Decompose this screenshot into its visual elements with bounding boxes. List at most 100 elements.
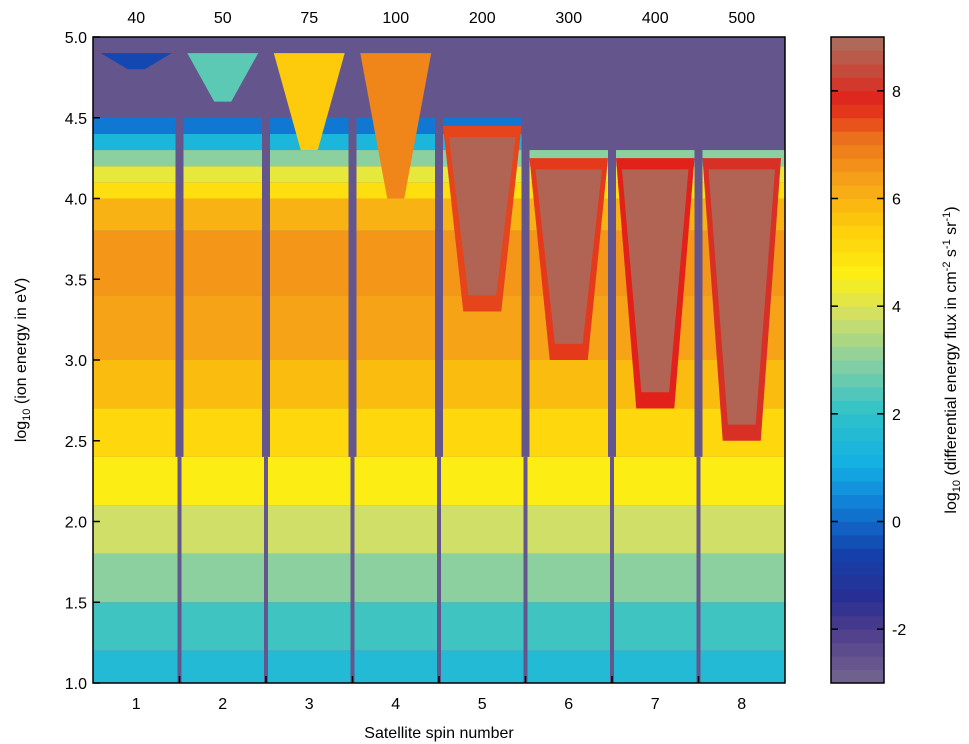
colorbar-segment	[831, 346, 884, 361]
flux-band	[352, 553, 439, 603]
flux-band	[93, 456, 180, 506]
colorbar-segment	[831, 292, 884, 307]
flux-band	[352, 456, 439, 506]
colorbar-label-sup1: -2	[941, 262, 953, 272]
colorbar-segment	[831, 521, 884, 536]
x-tick-label: 3	[305, 696, 314, 713]
flux-band	[525, 650, 612, 683]
flux-band	[93, 295, 180, 360]
x-tick-label: 8	[737, 696, 746, 713]
colorbar-tick-label: 2	[892, 407, 901, 424]
flux-band	[179, 553, 266, 603]
colorbar-segment	[831, 211, 884, 226]
flux-band	[266, 553, 353, 603]
flux-band	[266, 166, 353, 183]
flux-band	[525, 505, 612, 554]
colorbar-segment	[831, 508, 884, 522]
colorbar-segment	[831, 427, 884, 442]
y-tick-label: 1.5	[65, 595, 87, 612]
flux-band	[93, 650, 180, 683]
colorbar-segment	[831, 144, 884, 159]
colorbar-segment	[831, 548, 884, 563]
colorbar-segment	[831, 90, 884, 105]
flux-band	[439, 360, 526, 409]
flux-band	[266, 650, 353, 683]
flux-band	[439, 602, 526, 651]
spectrogram-plot-area	[93, 37, 785, 683]
colorbar-tick-label: 0	[892, 515, 901, 532]
colorbar-segment	[831, 333, 884, 348]
flux-band	[179, 650, 266, 683]
spin-5-column	[435, 117, 526, 683]
flux-band	[612, 602, 699, 651]
colorbar-segment	[831, 198, 884, 213]
spin-separator	[610, 456, 614, 683]
y-axis-label-base: log	[13, 421, 30, 442]
flux-band	[698, 456, 785, 506]
flux-band	[266, 602, 353, 651]
flux-band	[266, 295, 353, 360]
flux-band	[179, 602, 266, 651]
flux-band	[266, 408, 353, 457]
top-tick-label: 300	[555, 10, 582, 27]
colorbar-segment	[831, 306, 884, 321]
flux-band	[179, 150, 266, 167]
flux-band	[179, 456, 266, 506]
spin-separator	[350, 456, 355, 683]
flux-band	[266, 150, 353, 167]
colorbar-frame	[830, 36, 885, 684]
flux-band	[179, 182, 266, 199]
colorbar-label-mid: (differential energy flux in cm	[943, 271, 960, 480]
colorbar-segment	[831, 279, 884, 294]
colorbar-segment	[831, 185, 884, 199]
colorbar-segment	[831, 171, 884, 186]
flux-band	[698, 650, 785, 683]
spin-separator	[348, 53, 357, 457]
y-tick-label: 5.0	[65, 30, 87, 47]
flux-band	[179, 295, 266, 360]
colorbar-label-end: )	[943, 206, 960, 211]
flux-band	[93, 150, 180, 167]
spin-7-column	[608, 117, 699, 683]
colorbar-segment	[831, 360, 884, 374]
top-tick-label: 75	[300, 10, 318, 27]
flux-band	[439, 553, 526, 603]
colorbar-segment	[831, 481, 884, 496]
colorbar-segment	[831, 117, 884, 132]
flux-band	[93, 117, 180, 134]
flux-pocket	[360, 53, 432, 199]
flux-core	[449, 137, 516, 296]
y-tick-label: 1.0	[65, 676, 87, 693]
colorbar-segment	[831, 225, 884, 240]
y-tick-label: 4.5	[65, 111, 87, 128]
colorbar-segment	[831, 131, 884, 146]
flux-band	[525, 360, 612, 409]
colorbar-ticks: -2 0 2 4 6 8	[831, 84, 906, 639]
spin-separator	[437, 456, 441, 683]
colorbar-segment	[831, 494, 884, 509]
top-axis: 40 50 75 100 200 300 400 500	[127, 10, 755, 27]
colorbar-segment	[831, 238, 884, 253]
x-axis: 1 2 3 4 5 6 7 8	[132, 676, 746, 713]
colorbar-label-mid2: s	[943, 249, 960, 261]
flux-band	[352, 650, 439, 683]
spin-separator	[177, 456, 182, 683]
flux-band	[612, 650, 699, 683]
colorbar-segment	[831, 440, 884, 455]
flux-core	[708, 169, 775, 425]
flux-band	[179, 198, 266, 231]
flux-band	[612, 408, 699, 457]
colorbar-segment	[831, 400, 884, 415]
colorbar-segment	[831, 386, 884, 401]
spin-separator	[696, 456, 701, 683]
flux-band	[93, 505, 180, 554]
flux-band	[612, 505, 699, 554]
flux-band	[93, 166, 180, 183]
flux-band	[179, 408, 266, 457]
flux-band	[612, 456, 699, 506]
flux-band	[266, 505, 353, 554]
spin-separator	[175, 117, 184, 457]
flux-band	[352, 602, 439, 651]
colorbar-segment	[831, 467, 884, 482]
